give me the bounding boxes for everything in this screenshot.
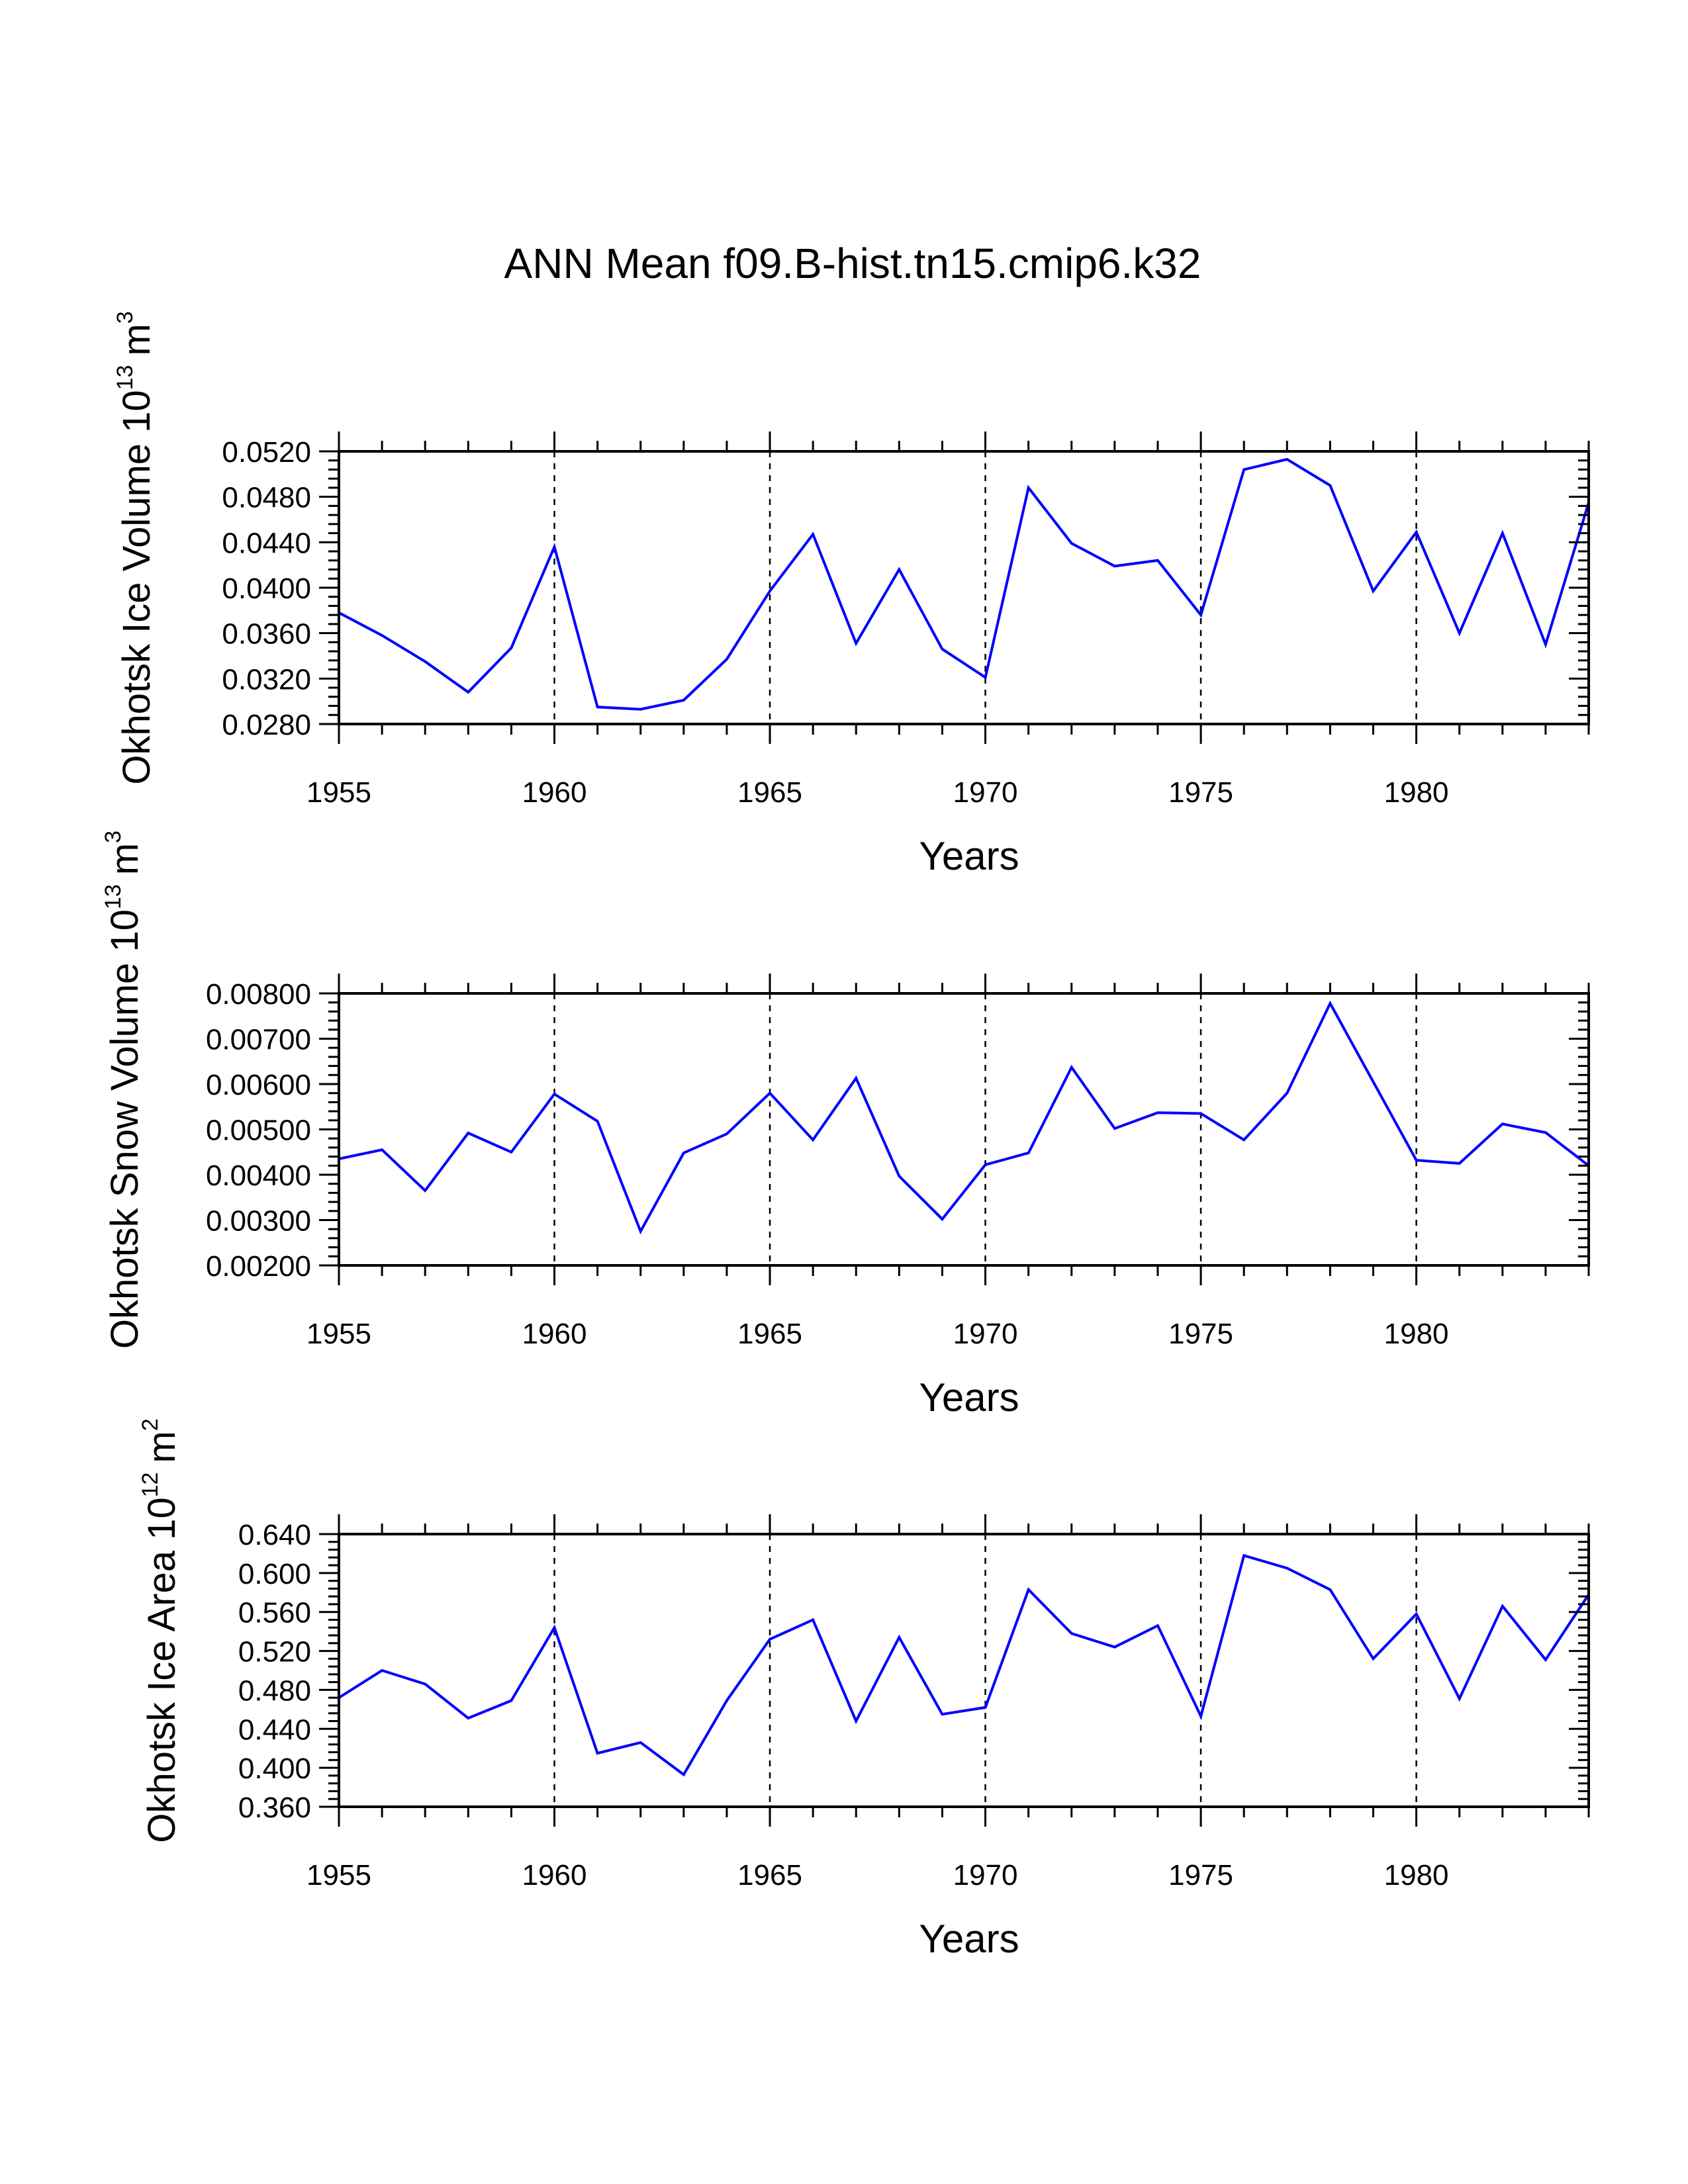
y-tick-label: 0.560 <box>238 1597 311 1629</box>
x-tick-label: 1970 <box>953 1859 1018 1891</box>
y-tick-label: 0.00600 <box>206 1069 311 1101</box>
data-line-2 <box>338 1000 1590 1235</box>
x-tick-label: 1955 <box>306 776 371 809</box>
x-tick-label: 1965 <box>737 1318 802 1350</box>
y-axis-label-text: Okhotsk Ice Volume 10 <box>115 390 158 784</box>
y-tick-label: 0.0320 <box>222 663 311 696</box>
y-tick-label: 0.00400 <box>206 1160 311 1192</box>
x-tick-label: 1975 <box>1168 776 1233 809</box>
y-axis-label-unit: m <box>115 324 158 355</box>
data-line-3 <box>338 1553 1590 1777</box>
y-tick-label: 0.0440 <box>222 527 311 559</box>
y-tick-label: 0.00700 <box>206 1024 311 1056</box>
figure-title: ANN Mean f09.B-hist.tn15.cmip6.k32 <box>504 240 1201 287</box>
y-tick-label: 0.400 <box>238 1752 311 1785</box>
x-tick-label: 1980 <box>1384 776 1449 809</box>
y-tick-label: 0.600 <box>238 1558 311 1590</box>
y-tick-label: 0.00500 <box>206 1115 311 1147</box>
x-tick-label: 1970 <box>953 1318 1018 1350</box>
y-tick-label: 0.0280 <box>222 709 311 741</box>
y-axis-label-text: Okhotsk Ice Area 10 <box>140 1497 183 1843</box>
y-axis-label-exponent: 13 <box>101 884 126 909</box>
y-tick-label: 0.00300 <box>206 1205 311 1238</box>
y-tick-label: 0.00200 <box>206 1250 311 1283</box>
x-axis-label: Years <box>919 834 1019 878</box>
y-tick-label: 0.0520 <box>222 436 311 469</box>
x-tick-label: 1955 <box>306 1318 371 1350</box>
x-axis-label: Years <box>919 1917 1019 1961</box>
y-axis-label-unit-exponent: 2 <box>138 1418 163 1431</box>
plot-frame <box>338 450 1590 725</box>
y-tick-label: 0.440 <box>238 1713 311 1746</box>
x-tick-label: 1955 <box>306 1859 371 1891</box>
x-tick-label: 1970 <box>953 776 1018 809</box>
y-axis-label-unit-exponent: 3 <box>101 831 126 843</box>
x-tick-label: 1960 <box>522 1859 587 1891</box>
x-tick-label: 1975 <box>1168 1318 1233 1350</box>
panel-1: 1955 1960 1965 1970 1975 1980 0.0280 0.0320 0.03… <box>113 311 1590 878</box>
y-axis-label: Okhotsk Snow Volume 1013 m3 <box>101 831 146 1349</box>
y-axis-label: Okhotsk Ice Volume 1013 m3 <box>113 311 158 785</box>
x-tick-label: 1965 <box>737 776 802 809</box>
x-tick-label: 1980 <box>1384 1318 1449 1350</box>
x-tick-label: 1980 <box>1384 1859 1449 1891</box>
y-tick-label: 0.480 <box>238 1674 311 1707</box>
x-axis-label: Years <box>919 1375 1019 1420</box>
y-tick-label: 0.640 <box>238 1519 311 1551</box>
panel-2: 1955 1960 1965 1970 1975 1980 0.00200 0.00300 0.… <box>101 831 1590 1420</box>
y-axis-label: Okhotsk Ice Area 1012 m2 <box>138 1418 183 1843</box>
y-tick-label: 0.0400 <box>222 572 311 605</box>
x-tick-label: 1965 <box>737 1859 802 1891</box>
y-tick-label: 0.520 <box>238 1636 311 1668</box>
y-tick-label: 0.360 <box>238 1792 311 1824</box>
plot-frame <box>338 1533 1590 1808</box>
y-axis-label-exponent: 12 <box>138 1473 163 1498</box>
y-axis-label-exponent: 13 <box>113 365 138 390</box>
data-line-1 <box>338 457 1590 711</box>
y-tick-label: 0.00800 <box>206 978 311 1011</box>
y-tick-label: 0.0480 <box>222 482 311 514</box>
x-tick-label: 1975 <box>1168 1859 1233 1891</box>
y-tick-label: 0.0360 <box>222 618 311 651</box>
panel-3: 1955 1960 1965 1970 1975 1980 0.360 0.400 0.440 0… <box>138 1418 1590 1961</box>
x-tick-label: 1960 <box>522 776 587 809</box>
y-axis-label-unit-exponent: 3 <box>113 311 138 324</box>
plot-frame <box>338 992 1590 1267</box>
y-axis-label-unit: m <box>140 1431 183 1463</box>
x-tick-label: 1960 <box>522 1318 587 1350</box>
y-axis-label-unit: m <box>103 843 146 875</box>
y-axis-label-text: Okhotsk Snow Volume 10 <box>103 909 146 1349</box>
